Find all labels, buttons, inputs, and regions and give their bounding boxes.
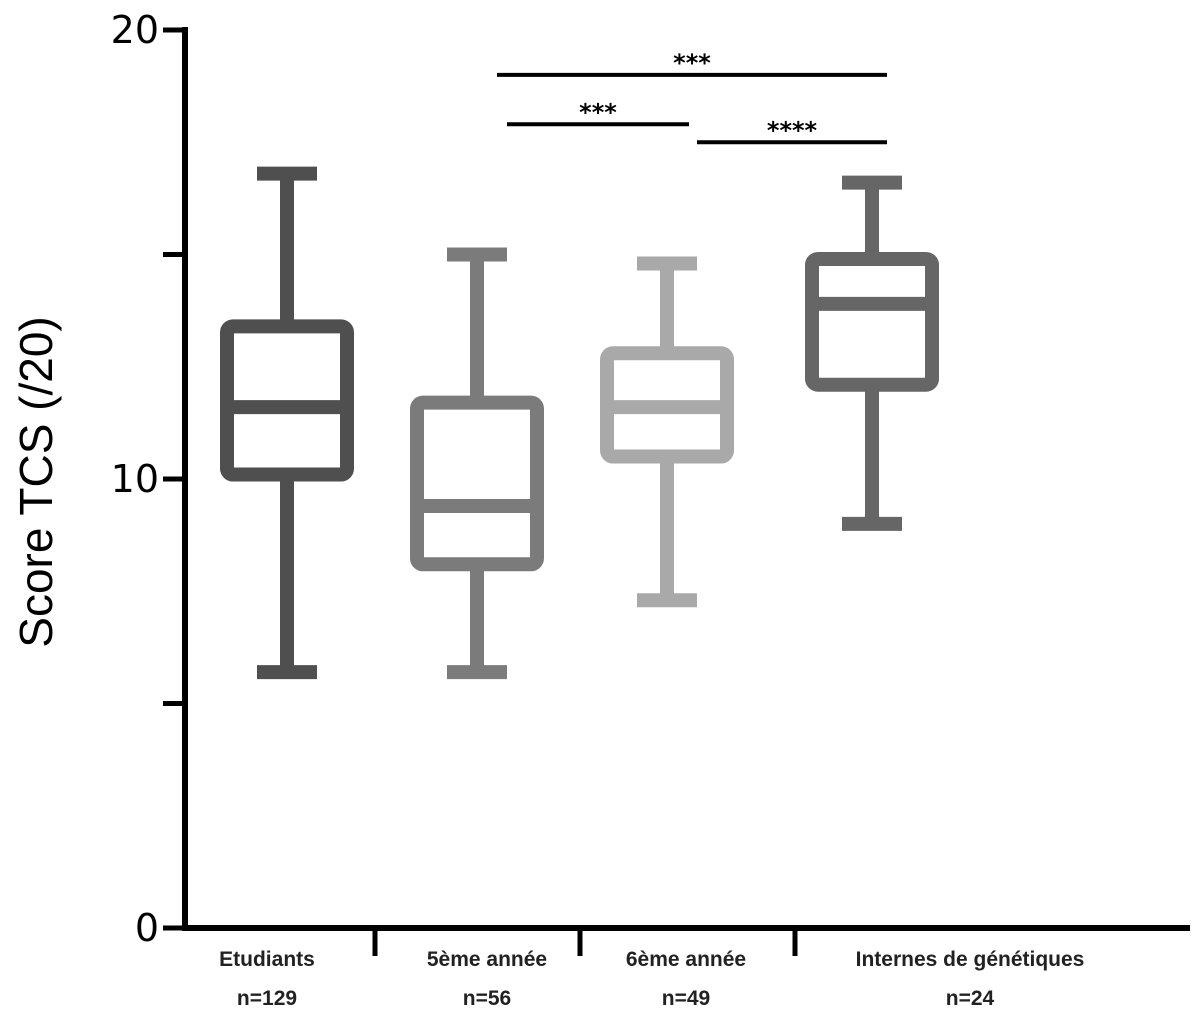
- box-0: [220, 166, 354, 680]
- significance-label: ***: [673, 49, 711, 77]
- significance-1: ***: [507, 98, 689, 127]
- significance-label: ***: [579, 98, 617, 126]
- y-tick-label: 10: [111, 457, 159, 501]
- boxes: [220, 166, 939, 680]
- significance-2: ****: [697, 116, 887, 145]
- category-n-label: n=129: [237, 987, 297, 1010]
- significance-0: ***: [497, 49, 887, 77]
- category-label: 6ème année: [626, 948, 746, 971]
- category-n-label: n=49: [662, 987, 710, 1010]
- category-labels: Etudiants n=129 5ème année n=56 6ème année n=…: [219, 948, 1084, 1010]
- y-axis-label: Score TCS (/20): [10, 316, 62, 647]
- box-3: [805, 175, 939, 531]
- significance-brackets: **********: [497, 49, 887, 145]
- iqr-box: [805, 251, 939, 392]
- y-tick-label: 0: [135, 906, 159, 950]
- box-2: [600, 256, 734, 608]
- significance-label: ****: [767, 116, 818, 144]
- category-label: 5ème année: [427, 948, 547, 971]
- category-n-label: n=24: [946, 987, 995, 1010]
- category-label: Internes de génétiques: [856, 948, 1085, 971]
- y-tick-label: 20: [111, 8, 159, 52]
- box-1: [410, 247, 544, 680]
- axes: 0 10 20: [111, 8, 1190, 956]
- category-n-label: n=56: [463, 987, 511, 1010]
- category-label: Etudiants: [219, 948, 315, 971]
- iqr-box: [410, 395, 544, 572]
